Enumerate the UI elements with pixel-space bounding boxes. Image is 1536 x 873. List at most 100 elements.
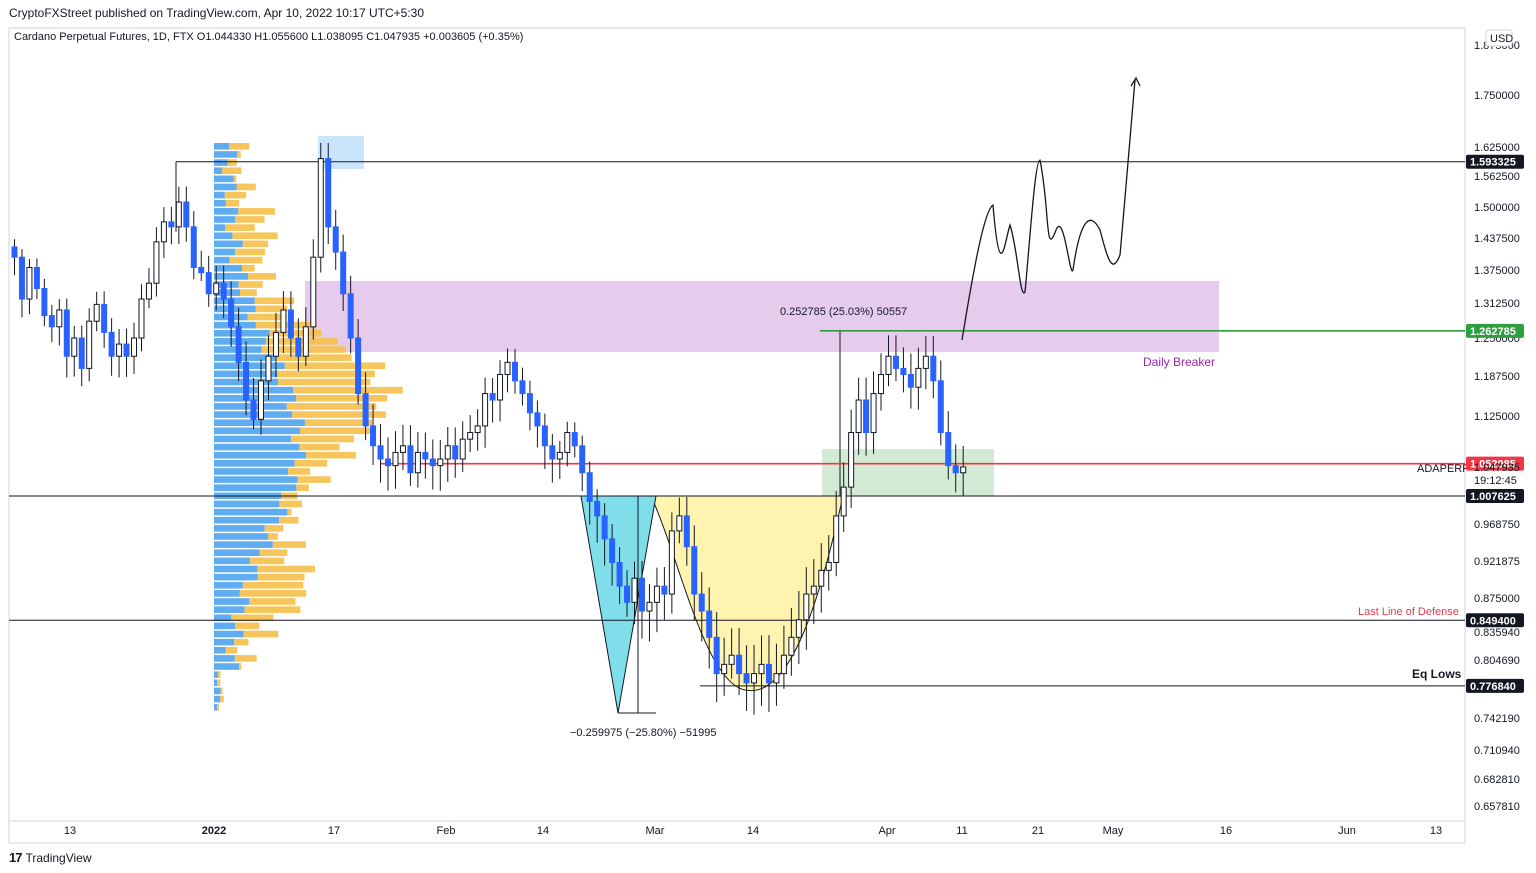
volume-bar-up xyxy=(217,679,221,687)
level-tag-label: 0.776840 xyxy=(1470,681,1516,693)
time-axis[interactable]: 13 2022 17 Feb 14 Mar 14 Apr 11 21 May 16 Jun 13 xyxy=(64,825,1442,837)
high-highlight-box xyxy=(318,136,364,169)
candle-bull xyxy=(265,355,272,382)
level-tag xyxy=(1466,678,1524,693)
volume-bar-up xyxy=(249,557,285,565)
level-tag xyxy=(1466,154,1524,169)
candle-bull xyxy=(145,282,152,300)
level-tag-label: 1.262785 xyxy=(1470,326,1516,338)
x-tick-label: 13 xyxy=(64,825,76,837)
volume-bar-up xyxy=(238,208,275,215)
volume-bar-down xyxy=(214,248,236,256)
volume-bar-up xyxy=(306,451,357,459)
volume-bar-down xyxy=(214,500,280,508)
candle-bear xyxy=(198,266,205,274)
candle-bull xyxy=(668,530,675,595)
level-tag xyxy=(1466,489,1524,504)
candle-bear xyxy=(601,515,608,540)
volume-bar-up xyxy=(268,533,278,540)
candle-bull xyxy=(721,663,728,675)
candle-bear xyxy=(228,298,235,328)
x-tick-label: May xyxy=(1103,825,1124,837)
volume-bar-up xyxy=(220,687,223,695)
volume-bar-down xyxy=(214,460,295,467)
level-tag-label: 1.593325 xyxy=(1470,157,1516,169)
symbol-ohlc-line: Cardano Perpetual Futures, 1D, FTX O1.04… xyxy=(14,31,524,43)
candle-bull xyxy=(818,569,825,587)
candle-bear xyxy=(370,425,377,447)
volume-bar-up xyxy=(232,232,278,240)
volume-bar-down xyxy=(214,590,240,597)
candle-bull xyxy=(317,158,324,258)
volume-bar-up xyxy=(231,614,274,622)
volume-bar-up xyxy=(220,695,224,703)
volume-bar-up xyxy=(237,151,241,158)
candle-bull xyxy=(728,654,735,665)
volume-bar-down xyxy=(214,167,223,175)
candle-bull xyxy=(773,673,780,684)
currency-button[interactable] xyxy=(1485,29,1513,47)
candle-bull xyxy=(504,361,511,375)
volume-bar-up xyxy=(277,370,375,378)
volume-bar-down xyxy=(214,679,218,687)
candle-bull xyxy=(751,673,758,684)
volume-bar-up xyxy=(257,573,305,581)
candle-bull xyxy=(482,393,489,427)
volume-bar-up xyxy=(229,256,263,264)
candle-bull xyxy=(833,515,840,563)
volume-bar-down xyxy=(214,321,256,329)
volume-bar-down xyxy=(214,256,230,264)
y-tick-label: 1.187500 xyxy=(1474,371,1520,383)
candle-bull xyxy=(848,432,855,488)
x-tick-label: Apr xyxy=(878,825,895,837)
volume-bar-up xyxy=(239,663,242,670)
volume-bar-down xyxy=(214,305,256,313)
candle-bear xyxy=(661,585,668,595)
candle-bull xyxy=(213,282,220,295)
candle-bear xyxy=(638,577,645,612)
volume-bar-up xyxy=(292,411,386,418)
volume-bar-up xyxy=(264,525,284,532)
level-tag-label: 0.849400 xyxy=(1470,615,1516,627)
candle-bear xyxy=(168,221,175,228)
x-tick-label: 2022 xyxy=(202,825,226,837)
footer: 17 TradingView xyxy=(9,850,92,865)
candle-bear xyxy=(526,393,533,414)
candle-bull xyxy=(302,326,309,357)
currency-label: USD xyxy=(1490,33,1513,45)
candle-bear xyxy=(108,331,115,357)
volume-bar-up xyxy=(304,419,373,426)
candle-bear xyxy=(325,158,332,228)
candle-bull xyxy=(131,337,138,357)
volume-bar-down xyxy=(214,695,221,703)
footer-brand: TradingView xyxy=(25,850,92,865)
candle-bear xyxy=(519,380,526,395)
volume-bar-up xyxy=(236,183,256,191)
volume-bar-up xyxy=(247,313,287,321)
volume-bar-down xyxy=(214,216,236,223)
volume-bar-up xyxy=(227,159,237,166)
volume-bar-down xyxy=(214,443,300,451)
volume-bar-up xyxy=(297,476,331,483)
candle-bear xyxy=(952,465,959,474)
candle-bear xyxy=(355,337,362,395)
volume-bar-up xyxy=(288,468,311,475)
price-axis[interactable]: 1.8750001.7500001.6250001.5625001.500000… xyxy=(1474,40,1520,813)
volume-bar-up xyxy=(242,264,255,272)
volume-bar-down xyxy=(214,435,291,443)
volume-bar-down xyxy=(214,476,298,483)
candle-bear xyxy=(549,445,556,460)
candle-bull xyxy=(960,466,967,474)
volume-bar-up xyxy=(259,549,288,557)
volume-bar-up xyxy=(217,671,221,678)
volume-bar-down xyxy=(214,427,300,435)
candle-bear xyxy=(736,654,743,675)
candle-bull xyxy=(803,593,810,621)
candle-bear xyxy=(892,355,899,369)
volume-bar-down xyxy=(214,557,250,565)
y-tick-label: 0.742190 xyxy=(1474,713,1520,725)
candle-bull xyxy=(459,438,466,460)
candle-bear xyxy=(511,361,518,382)
volume-bar-up xyxy=(257,565,316,573)
